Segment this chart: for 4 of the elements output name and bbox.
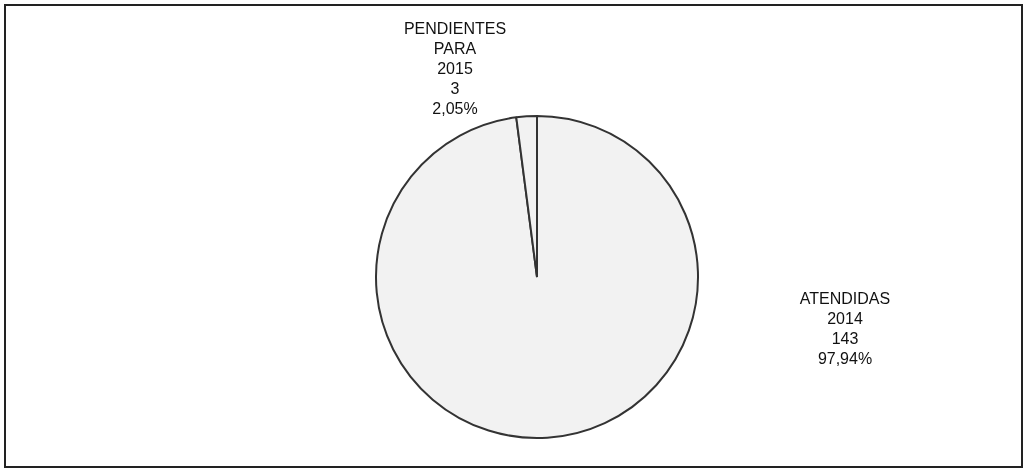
data-label: 143 97,94% [817,330,873,368]
data-label: 3 2,05% [432,80,478,118]
slice-label: ATENDIDAS 2014 [799,290,891,328]
slice-label: PENDIENTES PARA 2015 [403,20,507,78]
